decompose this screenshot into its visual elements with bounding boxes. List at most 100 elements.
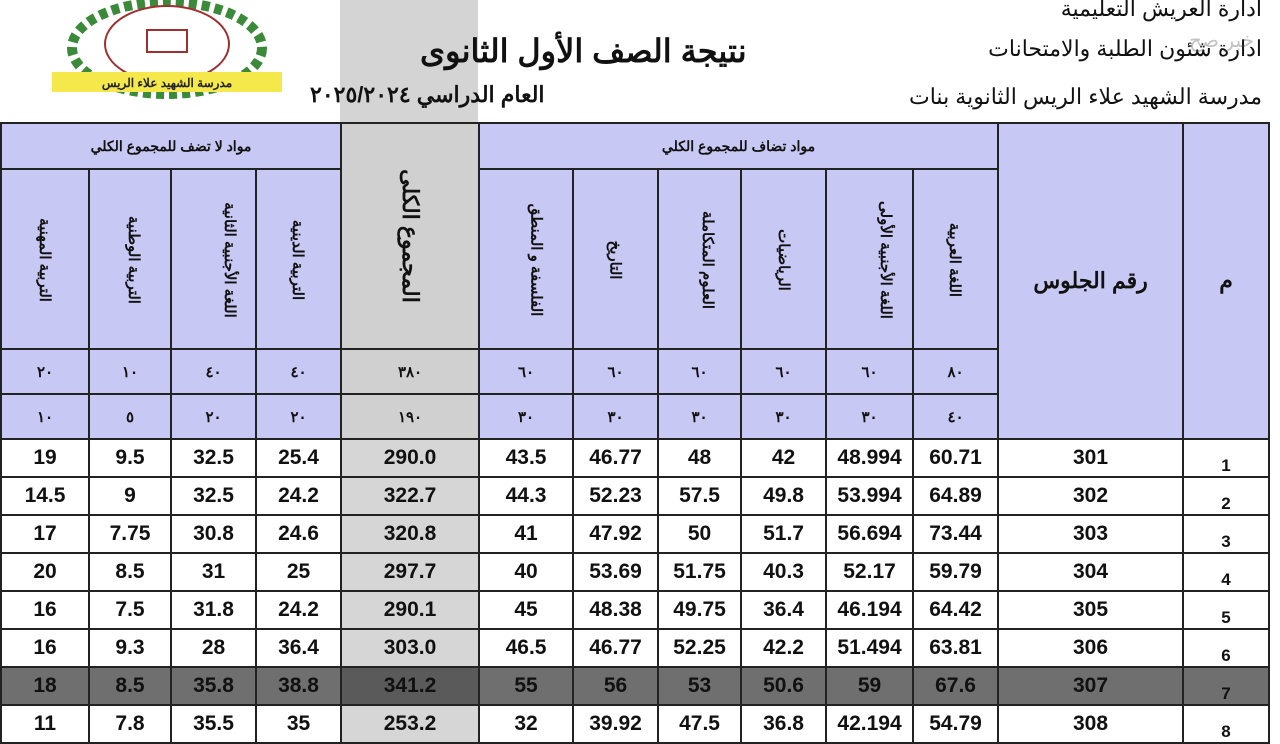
academic-year: العام الدراسي ٢٠٢٥/٢٠٢٤ <box>310 82 545 107</box>
cell: 30.8 <box>170 514 257 554</box>
watermark: خبر صح <box>1189 30 1254 52</box>
cell: 40 <box>478 552 575 592</box>
cell: 67.6 <box>912 666 1000 706</box>
cell: 49.75 <box>657 590 743 630</box>
cell: 51.494 <box>825 628 915 668</box>
col-header-total: المجموع الكلى <box>340 122 481 350</box>
cell: 32.5 <box>170 476 257 516</box>
cell: 303 <box>997 514 1185 554</box>
cell: 3 <box>1182 514 1271 554</box>
cell: 55 <box>478 666 575 706</box>
group-added: مواد تضاف للمجموع الكلي <box>478 122 1000 170</box>
cell: 7.5 <box>88 590 172 630</box>
cell: 320.8 <box>340 514 481 554</box>
cell: 302 <box>997 476 1185 516</box>
table-row: 20 8.5 31 25 297.7 40 53.69 51.75 40.3 52.17 59.79… <box>0 552 1271 592</box>
cell: 57.5 <box>657 476 743 516</box>
cell: 24.2 <box>254 590 343 630</box>
cell: 42.194 <box>825 704 915 744</box>
cell: 8.5 <box>88 552 172 592</box>
cell: 8.5 <box>88 666 172 706</box>
cell: 32.5 <box>170 438 257 478</box>
cell: 322.7 <box>340 476 481 516</box>
max-mark: ٤٠ <box>170 348 257 395</box>
max-mark: ٢٠ <box>0 348 90 395</box>
max-mark: ٦٠ <box>740 348 828 395</box>
col-header: اللغة الأجنبية الثانية <box>170 168 257 350</box>
cell: 7.75 <box>88 514 172 554</box>
max-mark: ٦٠ <box>478 348 575 395</box>
cell: 290.1 <box>340 590 481 630</box>
cell: 297.7 <box>340 552 481 592</box>
cell: 35 <box>254 704 343 744</box>
cell: 9.5 <box>88 438 172 478</box>
cell: 64.42 <box>912 590 1000 630</box>
cell: 25 <box>254 552 343 592</box>
table-row: 16 9.3 28 36.4 303.0 46.5 46.77 52.25 42.2 51.494… <box>0 628 1271 668</box>
cell: 52.17 <box>825 552 915 592</box>
cell: 46.5 <box>478 628 575 668</box>
cell: 35.8 <box>170 666 257 706</box>
cell: 51.7 <box>740 514 828 554</box>
cell: 18 <box>0 666 90 706</box>
max-mark: ٤٠ <box>254 348 343 395</box>
col-header: العلوم المتكاملة <box>657 168 743 350</box>
cell: 36.4 <box>254 628 343 668</box>
min-mark: ٣٠ <box>572 393 660 440</box>
col-header: التاريخ <box>572 168 660 350</box>
cell: 47.5 <box>657 704 743 744</box>
col-header: اللغة العربية <box>912 168 1000 350</box>
cell: 36.8 <box>740 704 828 744</box>
cell: 31 <box>170 552 257 592</box>
cell: 19 <box>0 438 90 478</box>
min-mark: ٢٠ <box>254 393 343 440</box>
cell: 46.77 <box>572 438 660 478</box>
cell: 14.5 <box>0 476 90 516</box>
cell: 41 <box>478 514 575 554</box>
table-row: 14.5 9 32.5 24.2 322.7 44.3 52.23 57.5 49.8 53.99… <box>0 476 1271 516</box>
cell: 43.5 <box>478 438 575 478</box>
school-name: مدرسة الشهيد علاء الريس الثانوية بنات <box>909 84 1262 109</box>
cell: 64.89 <box>912 476 1000 516</box>
cell: 36.4 <box>740 590 828 630</box>
cell: 2 <box>1182 476 1271 516</box>
cell: 38.8 <box>254 666 343 706</box>
cell: 304 <box>997 552 1185 592</box>
min-mark: ٣٠ <box>478 393 575 440</box>
min-mark: ٣٠ <box>825 393 915 440</box>
cell: 301 <box>997 438 1185 478</box>
cell: 4 <box>1182 552 1271 592</box>
cell: 24.6 <box>254 514 343 554</box>
cell: 6 <box>1182 628 1271 668</box>
min-mark: ٣٠ <box>657 393 743 440</box>
school-logo: مدرسة الشهيد علاء الريس <box>52 0 282 99</box>
cell: 42.2 <box>740 628 828 668</box>
cell: 28 <box>170 628 257 668</box>
cell: 50.6 <box>740 666 828 706</box>
max-mark: ١٠ <box>88 348 172 395</box>
max-mark: ٦٠ <box>825 348 915 395</box>
cell: 11 <box>0 704 90 744</box>
cell: 60.71 <box>912 438 1000 478</box>
cell: 39.92 <box>572 704 660 744</box>
cell: 303.0 <box>340 628 481 668</box>
cell: 17 <box>0 514 90 554</box>
cell: 290.0 <box>340 438 481 478</box>
group-not-added: مواد لا تضف للمجموع الكلي <box>0 122 343 170</box>
cell: 1 <box>1182 438 1271 478</box>
cell: 48 <box>657 438 743 478</box>
cell: 50 <box>657 514 743 554</box>
cell: 73.44 <box>912 514 1000 554</box>
cell: 53.994 <box>825 476 915 516</box>
cell: 63.81 <box>912 628 1000 668</box>
cell: 8 <box>1182 704 1271 744</box>
cell: 31.8 <box>170 590 257 630</box>
total-column-shade <box>340 0 478 123</box>
cell: 32 <box>478 704 575 744</box>
cell: 56.694 <box>825 514 915 554</box>
table-row: 11 7.8 35.5 35 253.2 32 39.92 47.5 36.8 42.194 54.… <box>0 704 1271 744</box>
col-header: الرياضيات <box>740 168 828 350</box>
cell: 307 <box>997 666 1185 706</box>
table-row: 17 7.75 30.8 24.6 320.8 41 47.92 50 51.7 56.694 73… <box>0 514 1271 554</box>
max-mark: ٦٠ <box>572 348 660 395</box>
